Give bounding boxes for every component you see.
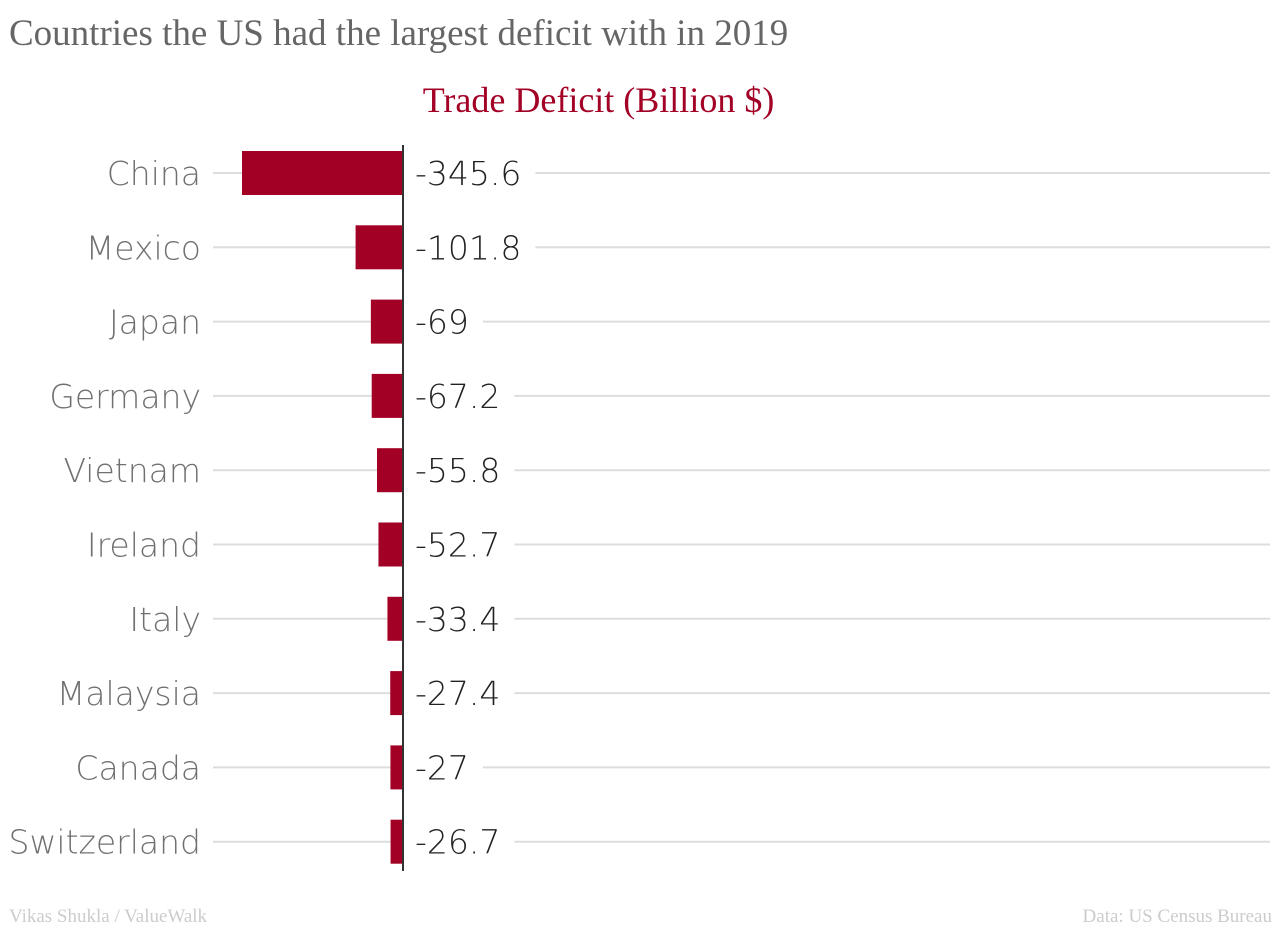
value-label: -27 [415,748,469,787]
footer-credit: Vikas Shukla / ValueWalk [9,906,208,927]
bar-canada [390,745,403,790]
category-label: Switzerland [9,823,202,862]
bar-germany [371,373,403,418]
value-label: -33.4 [415,600,500,639]
bar-china [242,151,403,195]
chart-subtitle: Trade Deficit (Billion $) [422,80,775,120]
chart-title: Countries the US had the largest deficit… [9,13,789,54]
value-label: -55.8 [415,451,500,490]
bar-malaysia [390,671,403,716]
category-label: Vietnam [63,451,201,490]
footer-source: Data: US Census Bureau [1082,906,1272,927]
value-label: -52.7 [415,526,500,565]
category-label: Ireland [87,526,201,565]
category-label: Malaysia [57,674,201,713]
gridlines [213,172,1270,843]
value-label: -67.2 [415,377,500,416]
bar-italy [387,596,403,641]
bar-japan [370,299,403,344]
value-label: -345.6 [415,154,521,193]
value-label: -27.4 [415,674,500,713]
bar-mexico [355,225,403,270]
value-label: -26.7 [415,823,500,862]
bars [242,151,403,864]
category-label: Italy [129,600,201,639]
bar-ireland [378,522,403,567]
category-label: Mexico [86,228,201,267]
bar-vietnam [377,448,403,493]
category-label: Germany [49,377,201,416]
value-label: -69 [415,303,469,342]
labels: -345.6 China -101.8 Mexico -69 Japan -67.2 Germ… [9,154,522,862]
value-label: -101.8 [415,228,521,267]
bar-switzerland [390,819,403,864]
category-label: Canada [75,748,201,787]
category-label: China [107,154,201,193]
category-label: Japan [109,303,201,342]
